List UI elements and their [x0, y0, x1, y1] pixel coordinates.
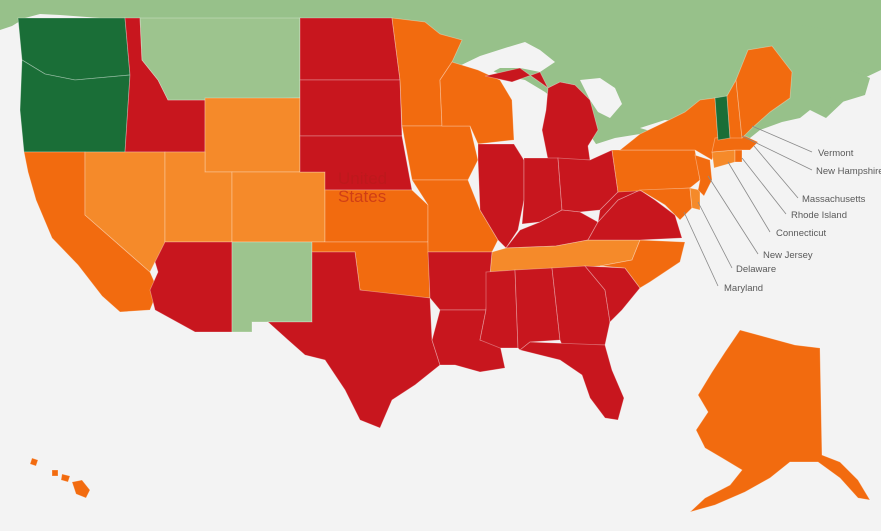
- country-label: United: [338, 169, 387, 188]
- state-south-dakota: [299, 79, 403, 137]
- state-new-york: [618, 97, 719, 161]
- callout-line: [751, 125, 813, 153]
- state-montana: [139, 17, 301, 101]
- callout-line: [727, 161, 771, 233]
- state-new-jersey: [694, 154, 713, 197]
- callout-lines: [683, 125, 813, 287]
- state-delaware: [689, 187, 701, 211]
- callout-label-new-hampshire: New Hampshire: [816, 166, 881, 177]
- callout-label-delaware: Delaware: [736, 264, 776, 275]
- state-missouri: [411, 179, 499, 253]
- callout-label-new-jersey: New Jersey: [763, 250, 813, 261]
- canada-island: [790, 5, 870, 30]
- state-georgia: [551, 265, 611, 346]
- state-alaska: [689, 329, 871, 513]
- state-mississippi: [479, 269, 519, 349]
- callout-label-massachusetts: Massachusetts: [802, 194, 866, 205]
- callout-label-vermont: Vermont: [818, 148, 854, 159]
- state-hawaii: [29, 457, 91, 499]
- state-pennsylvania: [611, 149, 701, 193]
- state-virginia: [587, 189, 683, 241]
- state-rhode-island: [734, 149, 743, 163]
- state-michigan: [484, 67, 599, 161]
- state-arkansas: [427, 251, 493, 311]
- state-massachusetts: [711, 135, 759, 153]
- callout-label-rhode-island: Rhode Island: [791, 210, 847, 221]
- callout-label-connecticut: Connecticut: [776, 228, 827, 239]
- callout-line: [741, 135, 813, 171]
- state-florida: [519, 341, 625, 421]
- callout-label-maryland: Maryland: [724, 283, 763, 294]
- state-maine: [735, 45, 793, 139]
- state-colorado: [231, 171, 326, 243]
- callout-line: [741, 157, 787, 215]
- state-new-mexico: [231, 241, 313, 333]
- state-north-carolina: [599, 239, 686, 289]
- us-states: [17, 17, 871, 513]
- callout-line: [697, 201, 733, 269]
- state-wyoming: [204, 97, 301, 173]
- canada-island: [820, 70, 870, 102]
- callout-line: [753, 145, 799, 199]
- canada-region: [0, 0, 881, 158]
- state-north-dakota: [299, 17, 401, 81]
- state-texas: [266, 251, 441, 429]
- callout-line: [707, 175, 759, 255]
- callout-line: [683, 211, 719, 287]
- country-label: States: [338, 187, 386, 206]
- state-illinois: [477, 143, 525, 249]
- state-maryland: [638, 187, 693, 221]
- state-wisconsin: [439, 61, 515, 145]
- state-iowa: [401, 125, 479, 181]
